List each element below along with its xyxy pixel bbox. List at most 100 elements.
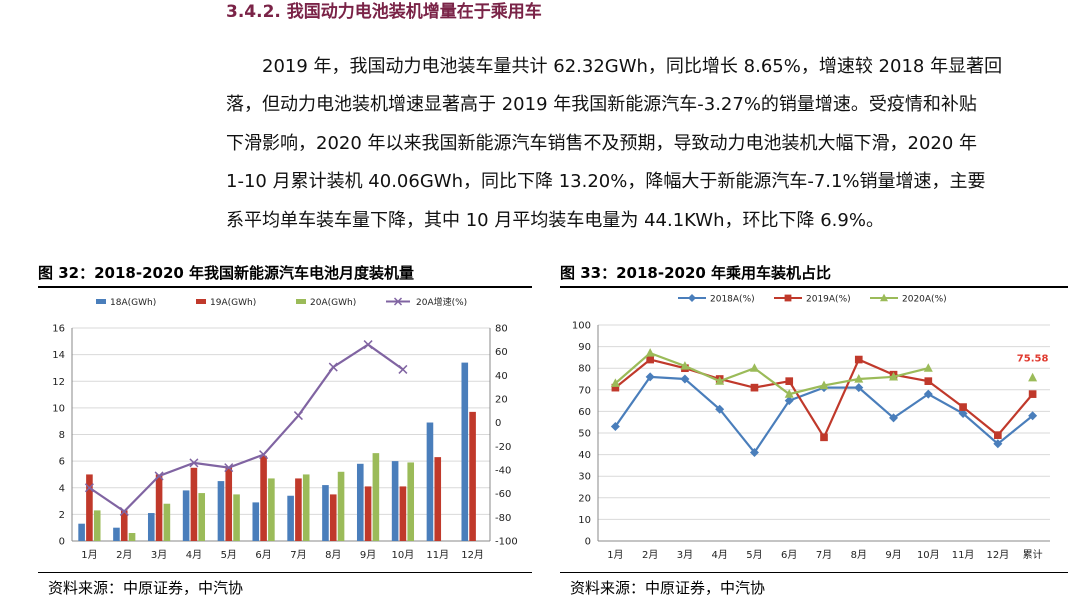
x-tick-label: 8月 <box>851 549 867 561</box>
bar <box>295 478 302 541</box>
bar <box>78 523 85 541</box>
line-point <box>889 413 899 423</box>
legend-label: 2019A(%) <box>806 295 851 305</box>
figure-32-source: 资料来源：中原证券，中汽协 <box>48 579 244 597</box>
line-point <box>610 422 620 432</box>
line-point <box>854 383 864 393</box>
y2-tick-label: -40 <box>495 466 511 477</box>
x-tick-label: 9月 <box>885 549 901 561</box>
body-line: 下滑影响，2020 年以来我国新能源汽车销售不及预期，导致动力电池装机大幅下滑，… <box>226 132 978 154</box>
bar <box>356 463 364 541</box>
line-point <box>189 458 199 468</box>
bar <box>391 461 399 541</box>
figure-33-source: 资料来源：中原证券，中汽协 <box>570 579 766 597</box>
x-tick-label: 5月 <box>221 549 237 561</box>
x-tick-label: 4月 <box>186 549 202 561</box>
y2-tick-label: -80 <box>495 513 511 524</box>
series-line <box>614 351 929 396</box>
bar <box>260 455 267 541</box>
y-tick-label: 10 <box>578 515 591 526</box>
x-tick-label: 8月 <box>325 549 341 561</box>
line-point <box>715 376 725 385</box>
bar <box>302 474 310 541</box>
legend-label: 18A(GWh) <box>110 298 156 308</box>
line-point <box>328 362 338 372</box>
line-point <box>923 363 933 372</box>
bar <box>128 533 136 541</box>
body-line: 1-10 月累计装机 40.06GWh，同比下降 13.20%，降幅大于新能源汽… <box>226 171 986 193</box>
legend-swatch <box>296 299 306 304</box>
line-point <box>749 363 759 372</box>
x-tick-label: 3月 <box>677 549 693 561</box>
x-tick-label: 7月 <box>816 549 832 561</box>
bar <box>268 478 275 541</box>
bar <box>461 362 469 541</box>
y-tick-label: 8 <box>59 430 65 441</box>
bar <box>434 457 442 541</box>
bar <box>225 466 233 541</box>
figure-32-chart: 0 2 4 6 8 10 12 14 16 -100 -80 -60 -40 -20 0 20 40 60 80 1月… <box>52 296 517 561</box>
line-point <box>119 506 129 516</box>
x-tick-label: 11月 <box>426 549 449 561</box>
y-tick-label: 30 <box>578 472 591 483</box>
figure-32-top-rule <box>38 286 532 288</box>
x-tick-label: 4月 <box>712 549 728 561</box>
line-point <box>924 377 933 385</box>
y-tick-label: 2 <box>59 510 65 521</box>
y2-tick-label: 0 <box>495 418 501 429</box>
y-tick-label: 80 <box>578 364 591 375</box>
line-point <box>154 471 164 481</box>
y-tick-label: 60 <box>578 407 591 418</box>
line-point <box>1028 411 1038 421</box>
bar <box>364 486 372 541</box>
bar <box>233 494 240 541</box>
x-tick-label: 5月 <box>746 549 762 561</box>
y-tick-label: 16 <box>52 324 65 335</box>
bar <box>120 510 128 541</box>
line-point <box>646 355 654 364</box>
bar <box>147 513 155 541</box>
x-tick-label: 11月 <box>952 549 975 561</box>
line-point <box>819 380 829 390</box>
x-tick-label: 2月 <box>116 549 132 561</box>
bar <box>372 453 380 541</box>
body-line: 2019 年，我国动力电池装车量共计 62.32GWh，同比增长 8.65%，增… <box>226 56 1003 77</box>
x-tick-label: 6月 <box>781 549 797 561</box>
y-tick-label: 70 <box>578 385 591 396</box>
line-point <box>749 447 759 457</box>
line-point <box>259 450 269 460</box>
y-tick-label: 50 <box>578 429 591 440</box>
body-paragraph: 2019 年，我国动力电池装车量共计 62.32GWh，同比增长 8.65%，增… <box>226 48 1080 240</box>
y-tick-label: 40 <box>578 450 591 461</box>
line-point <box>958 409 968 419</box>
figure-33-bottom-rule <box>560 572 1068 573</box>
bar <box>252 502 260 541</box>
line-point <box>680 361 690 370</box>
bar <box>329 494 337 541</box>
legend-swatch <box>196 299 206 304</box>
y2-tick-label: 60 <box>495 347 508 358</box>
bar <box>190 467 198 541</box>
y2-tick-label: 80 <box>495 324 508 335</box>
line-point <box>889 371 899 381</box>
line-point <box>611 383 620 392</box>
body-line: 落，但动力电池装机增速显著高于 2019 年我国新能源汽车-3.27%的销量增速… <box>226 94 977 116</box>
x-tick-label: 1月 <box>607 549 623 561</box>
y-tick-label: 90 <box>578 342 591 353</box>
figure-32-title: 图 32：2018-2020 年我国新能源汽车电池月度装机量 <box>38 264 415 282</box>
legend-label: 2018A(%) <box>710 295 755 305</box>
x-tick-label: 2月 <box>642 549 658 561</box>
y2-tick-label: 40 <box>495 371 508 382</box>
legend-swatch <box>96 299 106 304</box>
legend-label: 2020A(%) <box>902 295 947 305</box>
y-tick-label: 20 <box>578 493 591 504</box>
line-point <box>645 348 655 357</box>
line-point <box>785 377 794 385</box>
line-point <box>1028 372 1038 382</box>
line-point <box>784 396 794 406</box>
figure-33-chart: 0 10 20 30 40 50 60 70 80 90 100 1月 2月 3月 4月 5月 6月 7月 8月 9月… <box>572 293 1050 561</box>
x-tick-label: 1月 <box>81 549 97 561</box>
line-point <box>610 378 620 387</box>
line-point <box>715 404 725 414</box>
bar <box>407 462 415 541</box>
